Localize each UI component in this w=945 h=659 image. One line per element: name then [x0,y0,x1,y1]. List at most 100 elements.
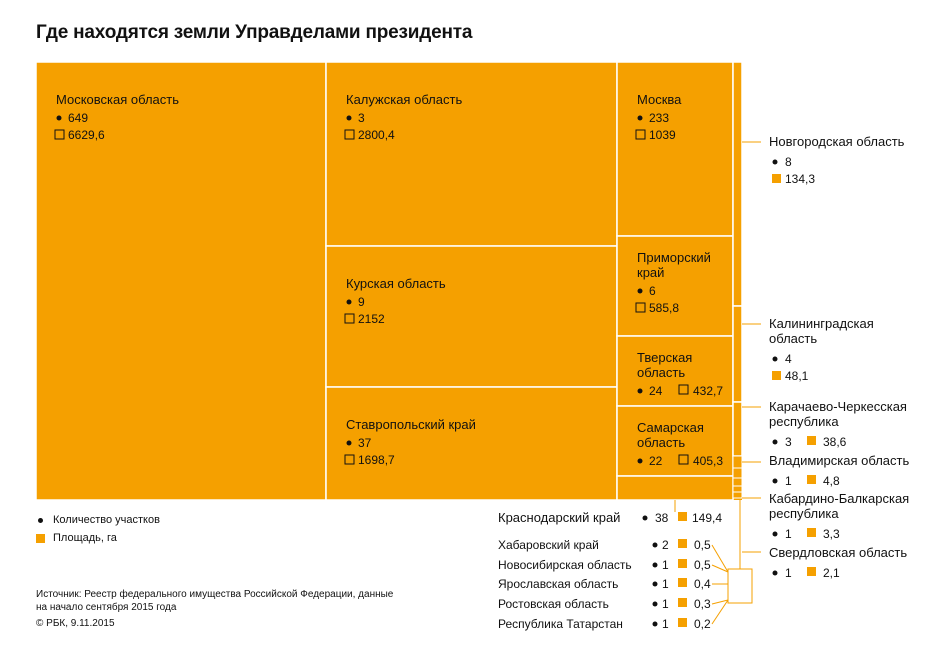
region-5-area-box [635,302,646,313]
region-12-count: 1 [785,474,792,488]
region-19-count-dot [652,621,658,627]
chart-title: Где находятся земли Управделами президен… [36,22,473,43]
region-8-count: 38 [655,511,669,525]
region-18-name: Ростовская область [498,597,609,611]
region-14-name: Свердловская область [769,545,907,560]
region-14-count: 1 [785,566,792,580]
region-10-area: 48,1 [785,369,809,383]
region-1-count-dot [346,115,352,121]
region-5-tile [616,235,734,337]
region-3-count: 37 [358,436,372,450]
region-0-name: Московская область [56,92,179,107]
region-14-count-dot [772,570,778,576]
region-2-tile [325,245,618,388]
region-8-area-box [678,512,687,521]
region-9-name: Новгородская область [769,134,905,149]
region-17-count-dot [652,581,658,587]
region-12-area-box [807,475,816,484]
region-2-count-dot [346,299,352,305]
region-7-name: Самарская [637,420,704,435]
region-17-area-box [678,578,687,587]
region-18-area: 0,3 [694,597,711,611]
count-dot-icon [38,517,43,523]
region-3-name: Ставропольский край [346,417,476,432]
region-16-area-box [678,559,687,568]
region-1-tile [325,61,618,247]
region-14-area-box [807,567,816,576]
region-3-area-box [344,454,355,465]
region-9-area: 134,3 [785,172,815,186]
region-12-tile [732,455,743,469]
region-3-count-dot [346,440,352,446]
region-4-name: Москва [637,92,682,107]
region-6-count-dot [637,388,643,394]
region-9-count-dot [772,159,778,165]
small-regions-bracket [727,568,753,604]
region-16-name: Новосибирская область [498,558,632,572]
region-0-area-box [54,129,65,140]
region-17-count: 1 [662,577,669,591]
region-2-area: 2152 [358,312,385,326]
region-6-area: 432,7 [693,384,723,398]
region-4-count: 233 [649,111,669,125]
region-10-name: область [769,331,817,346]
region-1-count: 3 [358,111,365,125]
region-16-area: 0,5 [694,558,711,572]
region-5-name: Приморский [637,250,711,265]
region-3-area: 1698,7 [358,453,395,467]
region-11-name: республика [769,414,839,429]
region-0-area: 6629,6 [68,128,105,142]
region-6-count: 24 [649,384,663,398]
region-13-count: 1 [785,527,792,541]
region-15-tile [732,485,743,493]
region-2-name: Курская область [346,276,446,291]
region-1-name: Калужская область [346,92,462,107]
region-0-tile [35,61,327,501]
region-12-name: Владимирская область [769,453,909,468]
region-8-area: 149,4 [692,511,722,525]
legend-count-label: Количество участков [53,514,160,526]
legend-count: Количество участков [36,514,160,526]
region-18-count: 1 [662,597,669,611]
region-10-area-box [772,371,781,380]
region-16-count: 1 [662,558,669,572]
legend-area: Площадь, га [36,532,117,544]
region-7-area: 405,3 [693,454,723,468]
region-5-count: 6 [649,284,656,298]
region-10-name: Калининградская [769,316,874,331]
region-7-count: 22 [649,454,663,468]
region-19-name: Республика Татарстан [498,617,623,631]
region-15-count: 2 [662,538,669,552]
region-0-count: 649 [68,111,88,125]
region-1-area: 2800,4 [358,128,395,142]
region-12-area: 4,8 [823,474,840,488]
region-5-count-dot [637,288,643,294]
region-14-area: 2,1 [823,566,840,580]
region-16-leader [711,564,729,573]
legend-area-label: Площадь, га [53,532,117,544]
region-11-count-dot [772,439,778,445]
region-15-area-box [678,539,687,548]
region-15-name: Хабаровский край [498,538,599,552]
region-14-tile [732,477,743,487]
source-note: Источник: Реестр федерального имущества … [36,589,394,613]
region-9-area-box [772,174,781,183]
region-19-area-box [678,618,687,627]
region-18-leader [711,599,729,605]
region-10-tile [732,305,743,403]
region-12-count-dot [772,478,778,484]
region-15-count-dot [652,542,658,548]
region-8-tile [616,475,734,501]
region-17-area: 0,4 [694,577,711,591]
region-11-tile [732,401,743,457]
region-19-leader [711,599,729,625]
region-13-name: республика [769,506,839,521]
region-4-count-dot [637,115,643,121]
region-16-count-dot [652,562,658,568]
region-11-count: 3 [785,435,792,449]
region-15-leader [711,544,729,573]
region-9-count: 8 [785,155,792,169]
region-13-area-box [807,528,816,537]
area-square-icon [36,533,45,543]
